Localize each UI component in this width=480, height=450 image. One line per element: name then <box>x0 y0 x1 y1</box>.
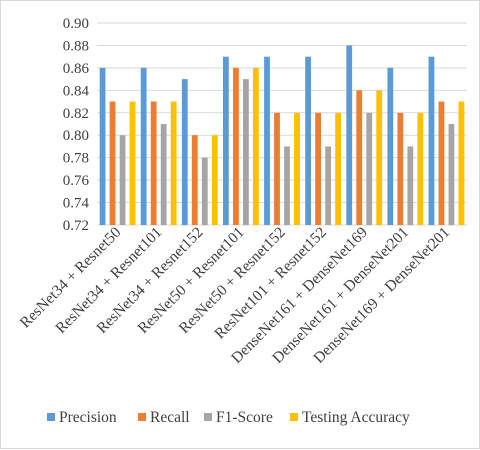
bar-f1-score <box>284 146 290 225</box>
y-tick-label: 0.76 <box>63 173 90 189</box>
bar-testing-accuracy <box>335 112 342 225</box>
bar-testing-accuracy <box>294 112 300 225</box>
bar-testing-accuracy <box>252 67 259 225</box>
bar-recall <box>438 101 445 225</box>
bar-testing-accuracy <box>170 101 177 225</box>
y-tick-label: 0.82 <box>63 106 89 122</box>
y-tick-label: 0.80 <box>63 128 89 144</box>
bar-recall <box>356 90 363 225</box>
bar-precision <box>140 67 147 225</box>
bar-testing-accuracy <box>458 101 465 225</box>
bar-precision <box>346 45 353 225</box>
bar-f1-score <box>201 157 208 225</box>
bar-precision <box>428 56 435 225</box>
y-tick-label: 0.78 <box>63 151 89 167</box>
y-tick-label: 0.88 <box>63 38 89 54</box>
bar-testing-accuracy <box>211 135 218 225</box>
bar-f1-score <box>366 112 373 225</box>
legend-swatch <box>138 413 146 421</box>
bar-f1-score <box>160 124 167 225</box>
y-tick-label: 0.84 <box>63 83 90 99</box>
legend-label: Testing Accuracy <box>302 409 410 426</box>
bar-precision <box>264 56 270 225</box>
gridlines <box>97 22 467 226</box>
bar-testing-accuracy <box>129 101 136 225</box>
bars <box>99 45 465 225</box>
legend-label: Recall <box>150 409 190 426</box>
bar-f1-score <box>242 79 249 225</box>
bar-recall <box>315 112 322 225</box>
legend-label: F1-Score <box>216 409 273 426</box>
bar-recall <box>191 135 198 225</box>
bar-recall <box>109 101 116 225</box>
bar-f1-score <box>325 146 332 225</box>
bar-recall <box>274 112 280 225</box>
y-axis: 0.72 0.74 0.76 0.78 0.80 0.82 0.84 0.86 0.88 0.90 <box>63 16 90 234</box>
y-tick-label: 0.74 <box>63 196 90 212</box>
bar-precision <box>387 67 394 225</box>
bar-testing-accuracy <box>417 112 424 225</box>
bar-recall <box>397 112 404 225</box>
bar-precision <box>181 79 188 225</box>
bar-f1-score <box>119 135 126 225</box>
legend-swatch <box>47 413 55 421</box>
bar-precision <box>305 56 312 225</box>
legend-swatch <box>204 413 212 421</box>
bar-f1-score <box>448 124 455 225</box>
legend-swatch <box>290 413 298 421</box>
y-tick-label: 0.72 <box>63 218 89 234</box>
bar-recall <box>150 101 157 225</box>
bar-testing-accuracy <box>376 90 383 225</box>
bar-recall <box>232 67 239 225</box>
bar-f1-score <box>407 146 414 225</box>
y-tick-label: 0.86 <box>63 61 90 77</box>
legend-label: Precision <box>59 409 117 426</box>
legend: Precision Recall F1-Score Testing Accuracy <box>47 409 410 426</box>
bar-precision <box>99 67 106 225</box>
bar-precision <box>222 56 229 225</box>
y-tick-label: 0.90 <box>63 16 89 32</box>
